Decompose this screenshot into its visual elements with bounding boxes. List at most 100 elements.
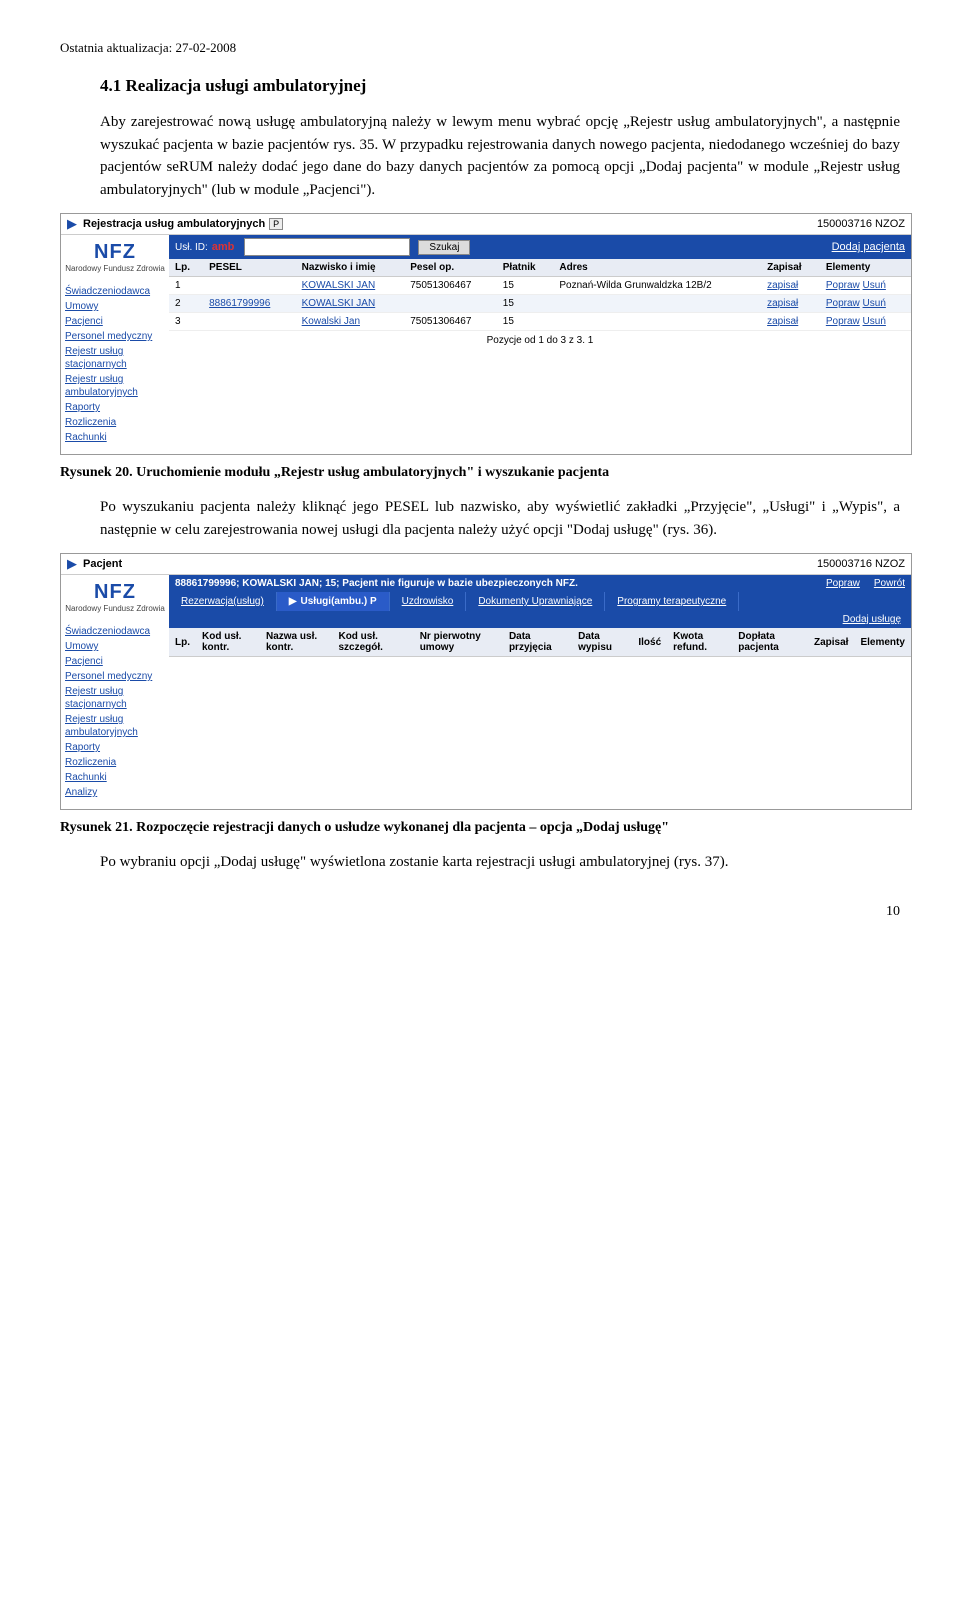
sidebar-item[interactable]: Umowy [65,300,165,313]
table-cell: Popraw Usuń [820,313,911,331]
nfz-logo-text: NFZ [65,241,165,264]
tab[interactable]: Programy terapeutyczne [605,592,739,611]
delete-link[interactable]: Usuń [863,298,886,309]
column-header: Kod usł. szczegół. [332,628,413,657]
delete-link[interactable]: Usuń [863,280,886,291]
topbar-title: Rejestracja usług ambulatoryjnych [83,218,265,230]
edit-link[interactable]: Popraw [826,316,860,327]
search-button[interactable]: Szukaj [418,240,470,255]
edit-link[interactable]: Popraw [826,298,860,309]
sidebar-item[interactable]: Personel medyczny [65,330,165,343]
table-cell: Popraw Usuń [820,277,911,295]
arrow-icon: ▶ [289,596,297,607]
delete-link[interactable]: Usuń [863,316,886,327]
column-header: Płatnik [497,259,554,277]
add-patient-link[interactable]: Dodaj pacjenta [832,241,905,253]
table-cell: 75051306467 [404,277,497,295]
table-cell: Popraw Usuń [820,295,911,313]
app-frame-patient: ▶ Pacjent 150003716 NZOZ NFZ Narodowy Fu… [60,553,912,810]
p-badge-icon: P [269,218,283,230]
table-row: 3 Kowalski Jan 7505130646715 zapisał Popraw … [169,313,911,331]
table-cell: Poznań-Wilda Grunwaldzka 12B/2 [553,277,761,295]
section-title: 4.1 Realizacja usługi ambulatoryjnej [100,76,900,96]
sidebar-item[interactable]: Rejestr usług ambulatoryjnych [65,373,165,399]
column-header: Nazwa usł. kontr. [260,628,332,657]
table-cell: 15 [497,295,554,313]
sidebar-item[interactable]: Rozliczenia [65,756,165,769]
nfz-logo-sub: Narodowy Fundusz Zdrowia [65,604,165,613]
sidebar-item[interactable]: Rozliczenia [65,416,165,429]
table-cell: 15 [497,313,554,331]
tab[interactable]: Dokumenty Uprawniające [466,592,605,611]
sidebar-item[interactable]: Rachunki [65,431,165,444]
sidebar-item[interactable]: Rejestr usług ambulatoryjnych [65,713,165,739]
name-link[interactable]: KOWALSKI JAN [302,298,376,309]
sidebar-item[interactable]: Świadczeniodawca [65,285,165,298]
sidebar-item[interactable]: Pacjenci [65,315,165,328]
table-cell: KOWALSKI JAN [296,277,405,295]
services-table: Lp.Kod usł. kontr.Nazwa usł. kontr.Kod u… [169,628,911,657]
sidebar-item[interactable]: Analizy [65,786,165,799]
edit-link[interactable]: Popraw [826,578,860,589]
search-label: Usł. ID: [175,242,208,253]
patients-table: Lp.PESELNazwisko i imięPesel op.PłatnikA… [169,259,911,331]
sidebar-item[interactable]: Rejestr usług stacjonarnych [65,345,165,371]
figure-caption-1: Rysunek 20. Uruchomienie modułu „Rejestr… [60,465,900,481]
table-cell [404,295,497,313]
table-cell: Kowalski Jan [296,313,405,331]
saved-link[interactable]: zapisał [767,316,798,327]
app-frame-registry: ▶ Rejestracja usług ambulatoryjnych P 15… [60,213,912,455]
topbar-right: 150003716 NZOZ [817,558,905,570]
table-cell: 75051306467 [404,313,497,331]
tab[interactable]: ▶Usługi(ambu.) P [277,592,390,611]
sidebar-item[interactable]: Personel medyczny [65,670,165,683]
paragraph-3: Po wybraniu opcji „Dodaj usługę" wyświet… [100,851,900,874]
topbar-title: Pacjent [83,558,122,570]
sidebar-item[interactable]: Raporty [65,741,165,754]
table-row: 1 KOWALSKI JAN 7505130646715Poznań-Wilda G… [169,277,911,295]
edit-link[interactable]: Popraw [826,280,860,291]
sidebar-item[interactable]: Rachunki [65,771,165,784]
pesel-link[interactable]: 88861799996 [209,298,270,309]
table-cell: zapisał [761,295,820,313]
grid-footer: Pozycje od 1 do 3 z 3. 1 [169,331,911,350]
tab[interactable]: Uzdrowisko [390,592,467,611]
arrow-icon: ▶ [67,556,77,572]
name-link[interactable]: Kowalski Jan [302,316,360,327]
paragraph-1: Aby zarejestrować nową usługę ambulatory… [100,111,900,201]
figure-caption-2: Rysunek 21. Rozpoczęcie rejestracji dany… [60,820,900,836]
column-header: Lp. [169,628,196,657]
arrow-icon: ▶ [67,216,77,232]
column-header: Kod usł. kontr. [196,628,260,657]
table-cell: 15 [497,277,554,295]
column-header: Ilość [632,628,667,657]
sidebar-item[interactable]: Umowy [65,640,165,653]
name-link[interactable]: KOWALSKI JAN [302,280,376,291]
sub-bar: Dodaj usługę [169,611,911,628]
saved-link[interactable]: zapisał [767,280,798,291]
search-bar: Usł. ID: amb Szukaj Dodaj pacjenta [169,235,911,259]
paragraph-2: Po wyszukaniu pacjenta należy kliknąć je… [100,496,900,541]
topbar: ▶ Pacjent 150003716 NZOZ [61,554,911,575]
sidebar-item[interactable]: Rejestr usług stacjonarnych [65,685,165,711]
table-cell [203,277,296,295]
search-input[interactable] [244,238,410,256]
nfz-logo-text: NFZ [65,581,165,604]
patient-info-text: 88861799996; KOWALSKI JAN; 15; Pacjent n… [175,578,812,589]
tab[interactable]: Rezerwacja(usług) [169,592,277,611]
nfz-logo: NFZ Narodowy Fundusz Zdrowia [61,575,169,619]
sidebar: Świadczeniodawca Umowy Pacjenci Personel me… [61,279,169,454]
column-header: Data wypisu [572,628,632,657]
column-header: Zapisał [761,259,820,277]
sidebar-item[interactable]: Świadczeniodawca [65,625,165,638]
sidebar-item[interactable]: Raporty [65,401,165,414]
table-cell: 1 [169,277,203,295]
table-cell: zapisał [761,277,820,295]
table-cell [203,313,296,331]
table-cell: 3 [169,313,203,331]
saved-link[interactable]: zapisał [767,298,798,309]
back-link[interactable]: Powrót [874,578,905,589]
sidebar-item[interactable]: Pacjenci [65,655,165,668]
add-service-link[interactable]: Dodaj usługę [843,614,901,625]
table-cell: 2 [169,295,203,313]
